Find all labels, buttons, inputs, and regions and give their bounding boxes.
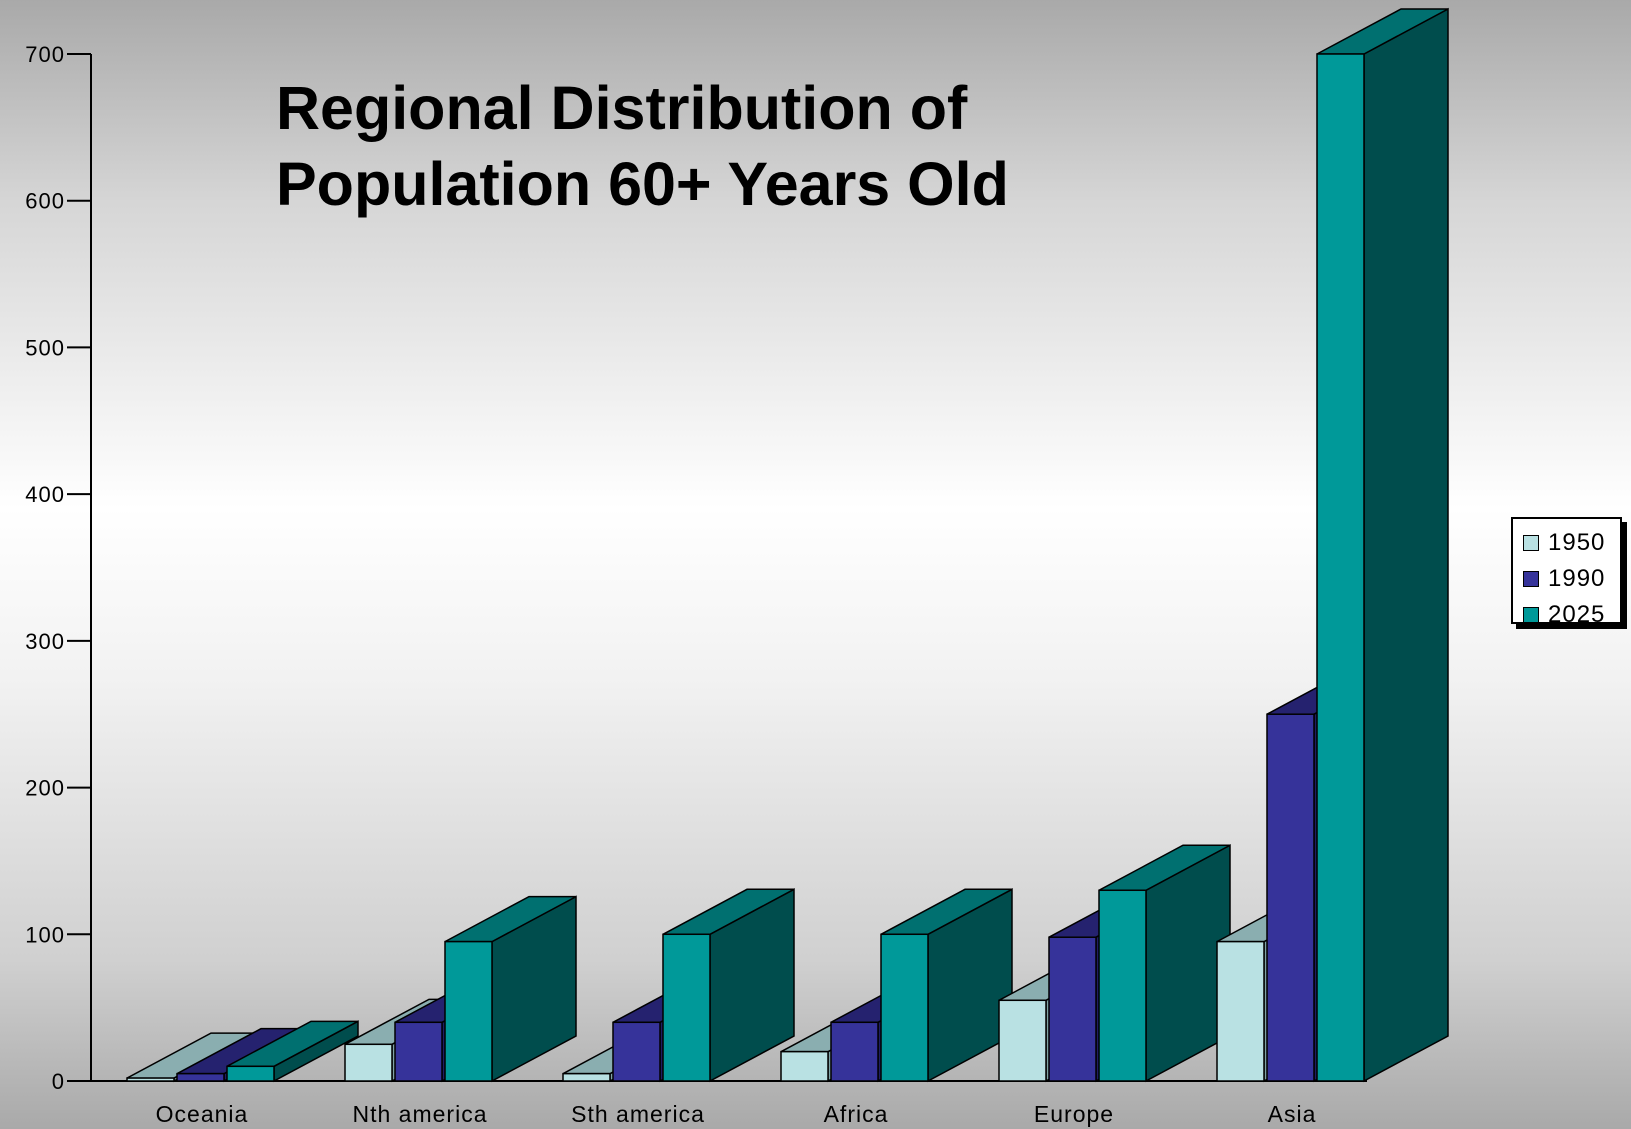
legend-swatch-2025 — [1523, 607, 1539, 623]
legend-label-2025: 2025 — [1548, 601, 1606, 628]
chart-legend: 1950 1990 2025 — [1511, 517, 1622, 628]
y-tick-label: 200 — [25, 776, 65, 801]
bar-front — [226, 1065, 275, 1082]
x-tick-label-africa: Africa — [824, 1101, 889, 1127]
bar-front — [176, 1072, 225, 1082]
bar-front — [830, 1021, 879, 1082]
bar-europe-2025 — [1098, 844, 1231, 1083]
bar-asia-2025 — [1316, 7, 1449, 1083]
bar-front — [1098, 889, 1147, 1082]
bar-front — [1216, 940, 1265, 1082]
legend-label-1950: 1950 — [1548, 529, 1606, 556]
bar-oceania-2025 — [226, 1020, 359, 1083]
bar-front — [562, 1072, 611, 1082]
y-tick-label: 0 — [52, 1069, 65, 1094]
x-axis-labels: Oceania Nth america Sth america Africa Europ… — [156, 1101, 1317, 1127]
legend-swatch-1950 — [1523, 535, 1539, 551]
bar-front — [126, 1077, 175, 1082]
y-tick-label: 700 — [25, 42, 65, 67]
bar-front — [780, 1050, 829, 1082]
bar-front — [444, 940, 493, 1082]
chart-title-line-1: Regional Distribution of — [276, 74, 968, 142]
bar-front — [662, 933, 711, 1082]
bar-nth-america-2025 — [444, 895, 577, 1083]
bar-front — [612, 1021, 661, 1082]
bar-front — [1316, 53, 1365, 1082]
legend-swatch-1990 — [1523, 571, 1539, 587]
y-tick-label: 600 — [25, 189, 65, 214]
chart-title: Regional Distribution of Population 60+ … — [276, 70, 1009, 222]
legend-label-1990: 1990 — [1548, 565, 1606, 592]
x-tick-label-asia: Asia — [1268, 1101, 1317, 1127]
y-tick-label: 400 — [25, 482, 65, 507]
bar-sth-america-2025 — [662, 888, 795, 1083]
y-tick-label: 300 — [25, 629, 65, 654]
chart-title-line-2: Population 60+ Years Old — [276, 150, 1009, 218]
bar-front — [880, 933, 929, 1082]
bar-front — [344, 1043, 393, 1082]
y-tick-label: 500 — [25, 335, 65, 360]
bar-front — [998, 999, 1047, 1082]
legend-item-2025: 2025 — [1523, 597, 1620, 633]
bar-front — [1048, 936, 1097, 1082]
y-axis: 0 100 200 300 400 500 600 700 — [25, 42, 1367, 1094]
x-tick-label-nth-america: Nth america — [353, 1101, 488, 1127]
legend-item-1990: 1990 — [1523, 561, 1620, 597]
x-tick-label-sth-america: Sth america — [571, 1101, 705, 1127]
x-tick-label-oceania: Oceania — [156, 1101, 249, 1127]
bar-front — [1266, 713, 1315, 1082]
bar-side — [1363, 7, 1449, 1083]
bars — [126, 7, 1449, 1083]
legend-item-1950: 1950 — [1523, 525, 1620, 561]
bar-africa-2025 — [880, 888, 1013, 1083]
bar-front — [394, 1021, 443, 1082]
y-tick-label: 100 — [25, 922, 65, 947]
x-tick-label-europe: Europe — [1034, 1101, 1114, 1127]
